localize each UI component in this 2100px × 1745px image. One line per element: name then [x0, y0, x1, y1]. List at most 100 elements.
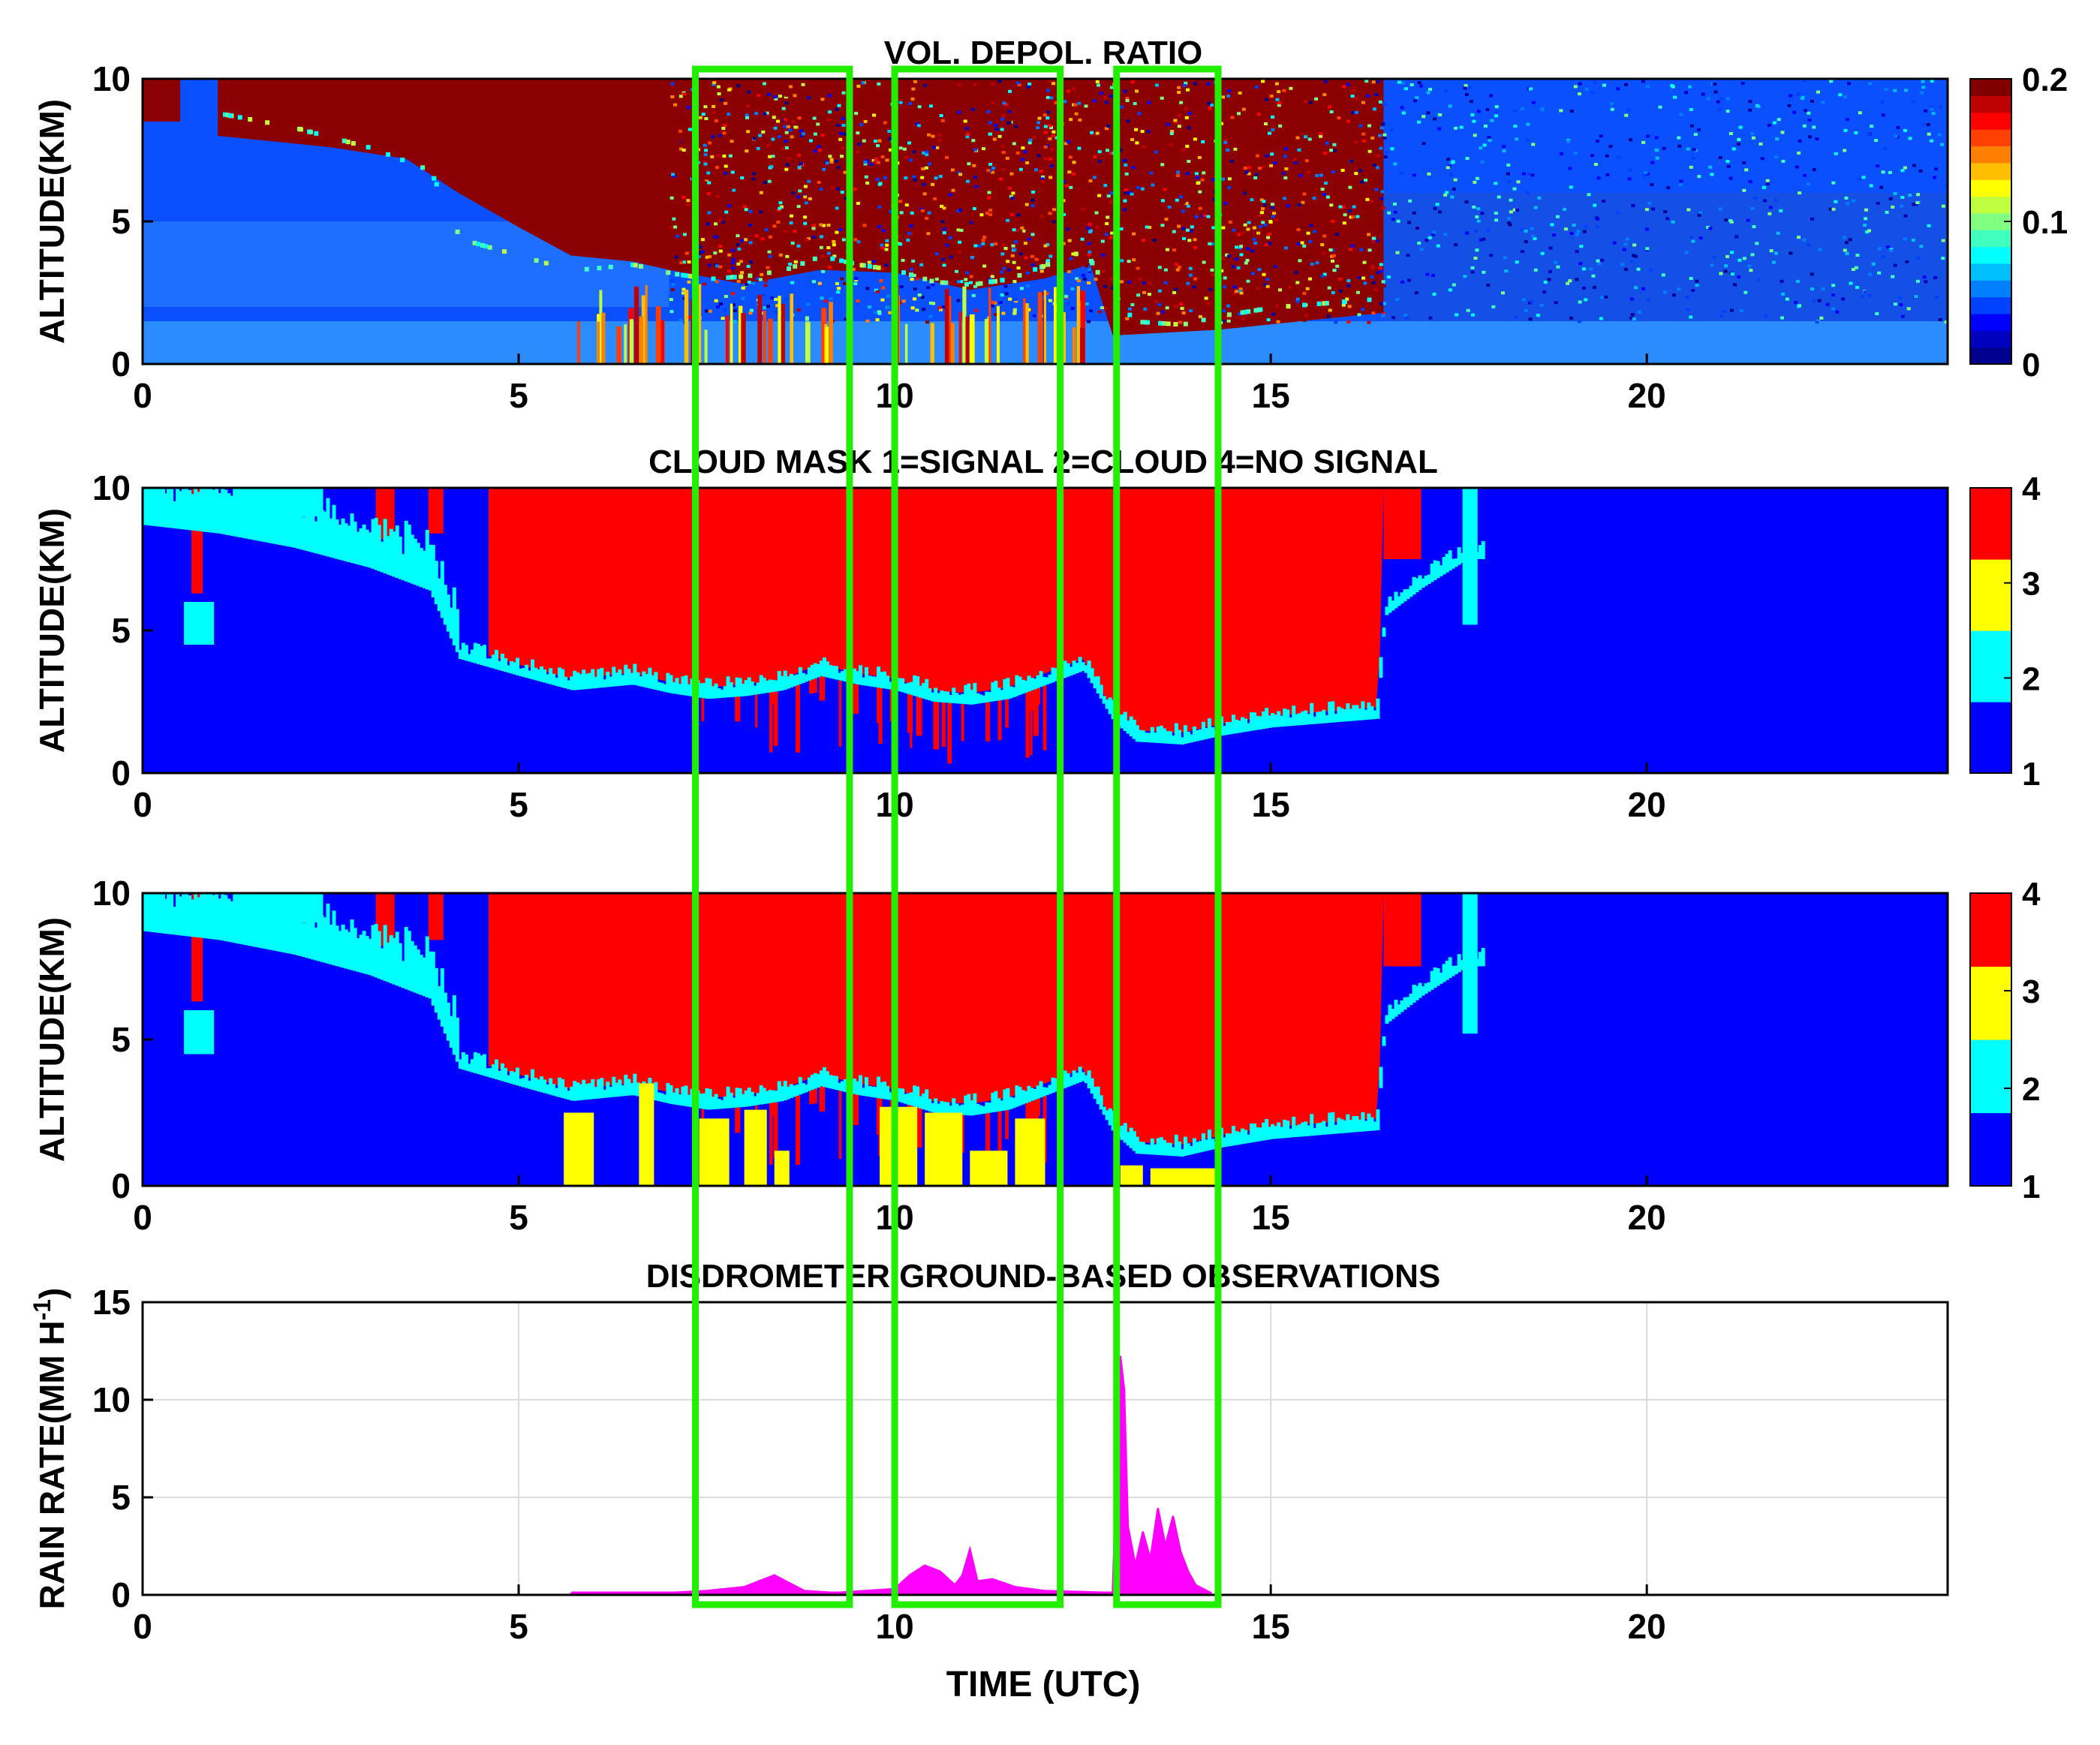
mask2-cloud-band: [1391, 1009, 1395, 1019]
mask2-rain-patch-9: [1120, 1165, 1143, 1186]
depol-speckle: [1043, 244, 1048, 248]
depol-speckle: [797, 176, 802, 179]
depol-edge-speckle: [1000, 278, 1005, 283]
mask2-cloud-band: [1072, 1070, 1076, 1085]
depol-speckle: [784, 229, 788, 233]
depol-speckle: [935, 146, 940, 149]
depol-speckle: [1003, 247, 1008, 250]
mask1-cloud-band: [1247, 723, 1251, 732]
depol-speckle: [1276, 320, 1280, 323]
mask1-nosignal-streak-3: [795, 684, 800, 753]
mask1-cloud-band: [702, 682, 706, 699]
mask1-cloud-band: [1367, 703, 1371, 720]
mask2-cloud-band: [1102, 1106, 1106, 1115]
depol-speckle: [1268, 242, 1272, 245]
mask2-cloud-band: [828, 1075, 832, 1089]
mask1-cloud-band: [828, 665, 832, 678]
depol-speckle: [1097, 194, 1102, 197]
mask1-cloud-band: [1364, 709, 1368, 721]
depol-speckle: [1452, 283, 1456, 287]
depol-edge-speckle: [681, 272, 686, 278]
mask1-cloud-band: [991, 682, 995, 702]
rain-point-6: [788, 1581, 791, 1584]
depol-speckle: [913, 297, 916, 301]
depol-speckle: [1479, 146, 1483, 150]
mask2-cloud-band: [615, 1082, 619, 1097]
depol-speckle: [1632, 254, 1636, 257]
depol-speckle: [1329, 149, 1334, 152]
depol-speckle: [790, 281, 795, 284]
depol-speckle: [751, 172, 756, 176]
depol-speckle: [1093, 99, 1097, 103]
mask2-cloud-band: [928, 1099, 932, 1112]
depol-speckle: [1712, 255, 1716, 259]
depol-speckle: [1273, 161, 1277, 165]
mask1-cloud-band: [970, 690, 974, 705]
depol-speckle: [1265, 154, 1269, 158]
rain-xtick-label-0: 0: [133, 1607, 152, 1646]
mask1-cloud-band: [1039, 671, 1043, 687]
depol-fall-streak-61: [904, 323, 908, 364]
mask2-cloud-band: [702, 1093, 706, 1109]
mask2-cloud-band: [886, 1085, 890, 1100]
depol-speckle: [1193, 137, 1197, 141]
mask2-cloud-band: [1364, 1121, 1368, 1132]
mask1-cloud-band: [1271, 712, 1275, 728]
depol-speckle: [1052, 82, 1056, 86]
depol-speckle: [1223, 276, 1227, 280]
depol-speckle: [1875, 312, 1879, 315]
depol-edge-speckle: [366, 145, 371, 150]
mask1-cloud-band: [621, 675, 625, 686]
mask1-cloud-band: [1048, 674, 1052, 684]
depol-speckle: [1843, 149, 1847, 152]
depol-speckle: [1278, 124, 1283, 128]
depol-speckle: [1533, 236, 1537, 240]
depol-speckle: [1374, 93, 1379, 96]
depol-edge-speckle: [872, 265, 877, 269]
depol-speckle: [1328, 248, 1333, 251]
depol-speckle: [1536, 314, 1540, 317]
depol-speckle: [983, 86, 988, 89]
depol-speckle: [1283, 197, 1286, 200]
depol-speckle: [1465, 231, 1470, 235]
mask1-cloud-band: [615, 672, 619, 687]
depol-speckle: [1250, 198, 1254, 202]
depol-speckle: [1151, 247, 1156, 251]
depol-edge-speckle: [1246, 309, 1251, 314]
depol-speckle: [1531, 101, 1536, 104]
depol-speckle: [1385, 151, 1389, 155]
depol-speckle: [1525, 138, 1530, 142]
mask1-cloud-band: [576, 672, 580, 690]
depol-speckle: [718, 265, 723, 269]
mask2-cloud-band: [446, 1002, 450, 1041]
depol-speckle: [1283, 155, 1287, 158]
depol-speckle: [1259, 264, 1264, 268]
mask1-cloud-band: [618, 669, 622, 686]
mask2-cloud-band: [1045, 1088, 1049, 1096]
depol-speckle: [1706, 97, 1710, 101]
depol-fall-streak-26: [633, 286, 639, 364]
depol-speckle: [886, 305, 890, 309]
mask1-cloud-band: [645, 673, 649, 688]
mask1-cloud-band: [1135, 725, 1139, 742]
depol-speckle: [836, 290, 841, 294]
depol-speckle: [1049, 96, 1054, 100]
mask1-cloud-band: [1000, 690, 1004, 700]
depol-speckle: [1710, 82, 1715, 86]
depol-speckle: [681, 195, 686, 199]
depol-speckle: [1025, 161, 1030, 164]
depol-speckle: [1122, 159, 1127, 163]
depol-edge-speckle: [787, 266, 791, 271]
depol-speckle: [1332, 126, 1337, 130]
mask2-rain-patch-5: [880, 1106, 918, 1186]
mask1-cloud-band: [482, 645, 486, 666]
depol-speckle: [1616, 87, 1620, 91]
depol-speckle: [1689, 277, 1693, 280]
depol-speckle: [1328, 308, 1332, 312]
depol-speckle: [1587, 193, 1591, 197]
depol-speckle: [1196, 182, 1200, 185]
depol-speckle: [1295, 136, 1300, 140]
mask2-cloud-band: [176, 893, 180, 935]
mask2-cloud-band: [579, 1084, 583, 1100]
